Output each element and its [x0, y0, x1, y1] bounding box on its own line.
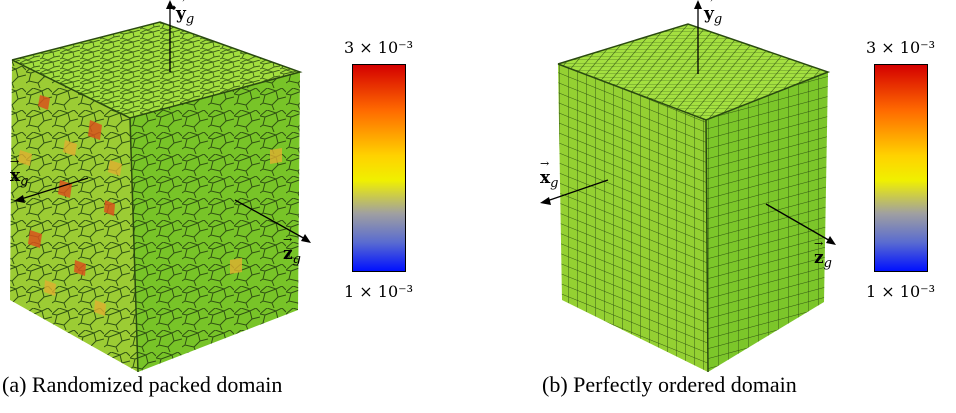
- z-axis-label: zg →: [283, 233, 301, 267]
- vector-arrow-icon: →: [283, 233, 293, 246]
- x-axis-label: xg →: [540, 157, 559, 191]
- z-axis-label: zg →: [814, 237, 832, 271]
- vector-arrow-icon: →: [814, 237, 824, 250]
- randomized-cube-figure: [10, 0, 311, 373]
- warm-cells: [18, 140, 282, 316]
- vector-arrow-icon: →: [540, 157, 550, 170]
- caption: (b) Perfectly ordered domain: [542, 372, 797, 397]
- panel-randomized: ⃗yg→ xg→ zg→ 3 × 10⁻³ 1 × 10⁻³ (a) Rando…: [2, 0, 413, 397]
- panel-ordered: yg→ xg→ zg→ 3 × 10⁻³ 1 × 10⁻³ (b) Perfec…: [478, 0, 956, 413]
- colorbar-max-label: 3 × 10⁻³: [866, 38, 935, 57]
- colorbar-min-label: 1 × 10⁻³: [344, 282, 413, 301]
- x-axis-label: xg →: [10, 155, 29, 189]
- vector-arrow-icon: →: [176, 0, 185, 6]
- vector-arrow-icon: →: [704, 0, 713, 6]
- colorbar-max-label: 3 × 10⁻³: [344, 38, 413, 57]
- y-axis-label: yg→: [704, 0, 722, 27]
- vector-arrow-icon: →: [10, 155, 20, 168]
- ordered-cube-figure: [540, 0, 836, 373]
- caption: (a) Randomized packed domain: [2, 372, 283, 397]
- y-axis-label: ⃗yg→: [176, 0, 194, 27]
- colorbar: [874, 64, 928, 272]
- colorbar-min-label: 1 × 10⁻³: [866, 282, 935, 301]
- colorbar: [352, 64, 406, 272]
